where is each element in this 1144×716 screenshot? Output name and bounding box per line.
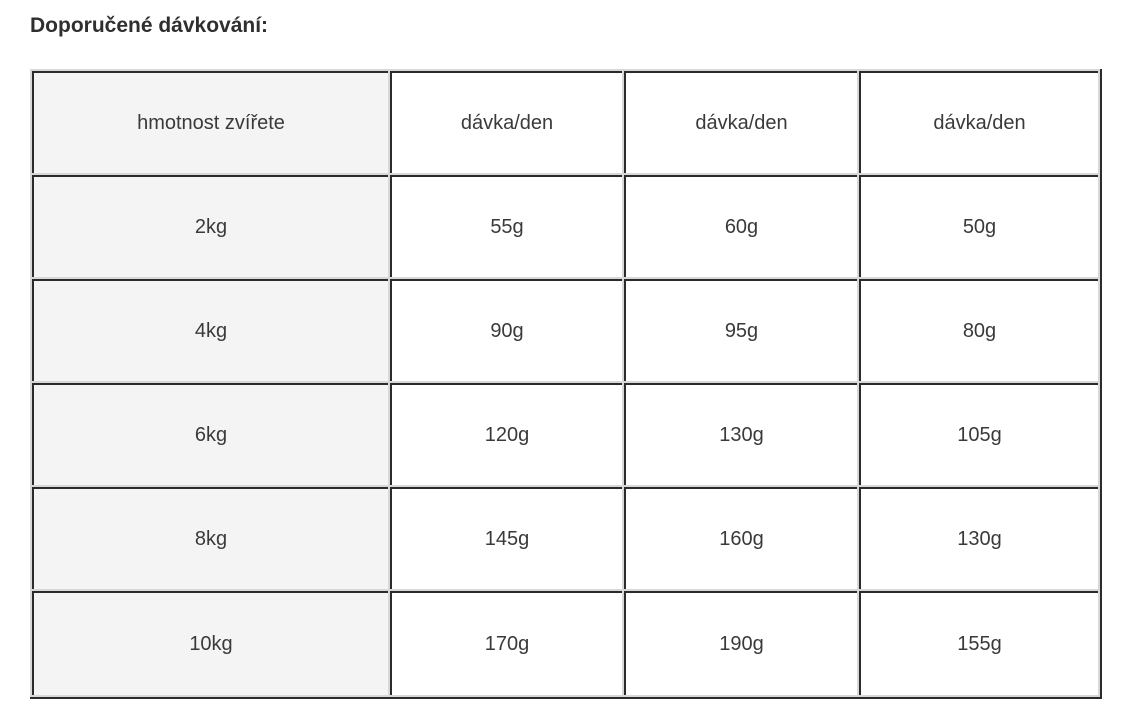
dose-cell: 90g: [390, 279, 622, 382]
dose-cell: 190g: [624, 591, 857, 696]
row-weight-cell: 4kg: [32, 279, 388, 382]
header-cell-dose-per-day-1: dávka/den: [390, 71, 622, 174]
header-cell-dose-per-day-2: dávka/den: [624, 71, 857, 174]
dose-cell: 130g: [859, 487, 1098, 590]
table-row: 10kg 170g 190g 155g: [32, 591, 1098, 696]
dose-cell: 55g: [390, 175, 622, 278]
table-header-row: hmotnost zvířete dávka/den dávka/den dáv…: [32, 71, 1098, 174]
dose-cell: 120g: [390, 383, 622, 486]
dose-cell: 160g: [624, 487, 857, 590]
dose-cell: 50g: [859, 175, 1098, 278]
dose-cell: 105g: [859, 383, 1098, 486]
dosing-table: hmotnost zvířete dávka/den dávka/den dáv…: [30, 69, 1102, 700]
page-title: Doporučené dávkování:: [30, 14, 269, 37]
dose-cell: 95g: [624, 279, 857, 382]
table-row: 2kg 55g 60g 50g: [32, 175, 1098, 278]
dose-cell: 170g: [390, 591, 622, 696]
row-weight-cell: 8kg: [32, 487, 388, 590]
dose-cell: 145g: [390, 487, 622, 590]
header-cell-animal-weight: hmotnost zvířete: [32, 71, 388, 174]
header-cell-dose-per-day-3: dávka/den: [859, 71, 1098, 174]
row-weight-cell: 10kg: [32, 591, 388, 696]
dose-cell: 80g: [859, 279, 1098, 382]
table-row: 8kg 145g 160g 130g: [32, 487, 1098, 590]
table-row: 6kg 120g 130g 105g: [32, 383, 1098, 486]
dose-cell: 130g: [624, 383, 857, 486]
dose-cell: 155g: [859, 591, 1098, 696]
table-row: 4kg 90g 95g 80g: [32, 279, 1098, 382]
dose-cell: 60g: [624, 175, 857, 278]
row-weight-cell: 6kg: [32, 383, 388, 486]
row-weight-cell: 2kg: [32, 175, 388, 278]
